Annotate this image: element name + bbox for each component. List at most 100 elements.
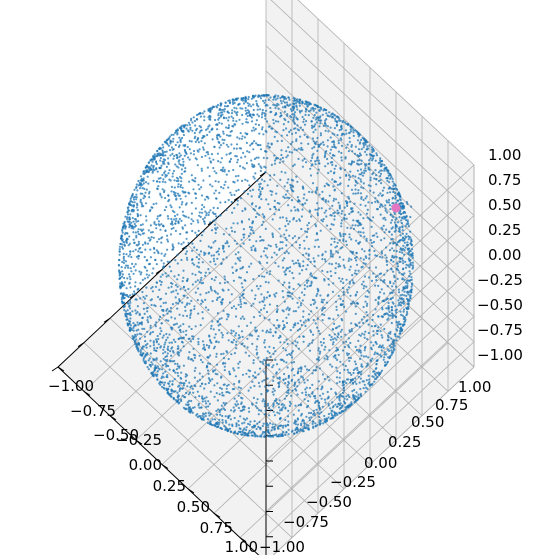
sphere-point [258, 196, 261, 199]
sphere-point [372, 344, 375, 347]
sphere-point [263, 296, 266, 299]
sphere-point [272, 364, 275, 367]
sphere-point [129, 317, 132, 320]
sphere-point [143, 255, 146, 259]
sphere-point [141, 183, 144, 186]
sphere-point [196, 139, 199, 142]
sphere-point [338, 380, 341, 383]
sphere-point [267, 426, 270, 429]
sphere-point [380, 349, 383, 352]
sphere-point [216, 226, 219, 229]
sphere-point [120, 275, 124, 278]
sphere-point [176, 391, 179, 394]
sphere-point [311, 339, 314, 342]
sphere-point [202, 230, 205, 233]
sphere-point [159, 152, 162, 155]
sphere-point [258, 314, 262, 317]
sphere-point [182, 314, 185, 317]
sphere-point [178, 401, 181, 404]
sphere-point [143, 327, 146, 330]
sphere-point [276, 102, 279, 105]
sphere-point [191, 229, 194, 233]
sphere-point [295, 139, 298, 143]
sphere-point [354, 180, 358, 183]
grid-line [297, 0, 475, 166]
sphere-point [233, 193, 236, 196]
sphere-point [169, 350, 172, 353]
sphere-point [252, 165, 255, 169]
y-tick-mark [187, 488, 195, 494]
sphere-point [331, 365, 334, 368]
sphere-point [310, 107, 313, 110]
sphere-point [119, 286, 122, 289]
sphere-point [406, 220, 409, 224]
sphere-point [203, 220, 206, 223]
sphere-point [376, 352, 379, 355]
sphere-point [243, 136, 246, 139]
sphere-point [336, 382, 339, 385]
sphere-point [342, 290, 345, 294]
sphere-point [206, 166, 209, 169]
sphere-point [267, 363, 270, 366]
sphere-point [134, 281, 137, 284]
sphere-point [317, 380, 320, 383]
sphere-point [211, 300, 214, 303]
sphere-point [273, 162, 277, 165]
sphere-point [302, 253, 305, 257]
sphere-point [189, 358, 193, 361]
sphere-point [205, 344, 208, 347]
sphere-point [266, 291, 269, 294]
sphere-point [321, 392, 325, 395]
sphere-point [287, 267, 290, 270]
sphere-point [143, 277, 147, 280]
sphere-point [392, 289, 395, 292]
sphere-point [152, 179, 155, 182]
sphere-point [340, 192, 343, 195]
sphere-point [310, 120, 313, 123]
sphere-point [284, 407, 287, 410]
sphere-point [352, 368, 355, 372]
sphere-point [285, 391, 288, 394]
sphere-point [125, 264, 128, 267]
sphere-point [225, 227, 228, 230]
sphere-point [387, 174, 390, 177]
sphere-point [222, 361, 225, 364]
sphere-point [392, 282, 395, 285]
sphere-point [321, 373, 324, 376]
sphere-point [223, 275, 226, 278]
sphere-point [263, 95, 266, 98]
sphere-point [391, 187, 394, 190]
sphere-point [339, 265, 342, 268]
sphere-point [174, 259, 177, 262]
sphere-point [196, 265, 199, 268]
sphere-point [178, 299, 181, 302]
sphere-point [318, 412, 321, 415]
sphere-point [155, 161, 158, 164]
sphere-point [138, 332, 141, 335]
sphere-point [328, 207, 331, 210]
sphere-point [324, 165, 327, 168]
sphere-point [155, 341, 158, 344]
sphere-point [239, 415, 242, 418]
sphere-point [298, 104, 301, 107]
sphere-point [252, 103, 255, 106]
sphere-point [363, 336, 366, 339]
sphere-point [249, 321, 252, 324]
sphere-point [128, 281, 131, 284]
sphere-point [153, 153, 156, 156]
sphere-point [254, 249, 257, 252]
sphere-point [157, 343, 160, 346]
sphere-point [282, 347, 285, 350]
sphere-point [402, 301, 405, 304]
sphere-point [380, 252, 384, 255]
sphere-point [279, 341, 282, 344]
sphere-point [128, 322, 131, 325]
sphere-point [193, 246, 196, 249]
sphere-point [164, 181, 167, 184]
sphere-point [181, 341, 184, 344]
sphere-point [341, 246, 344, 249]
sphere-point [307, 142, 310, 145]
sphere-point [315, 191, 318, 194]
sphere-point [179, 387, 182, 390]
sphere-point [219, 104, 222, 107]
